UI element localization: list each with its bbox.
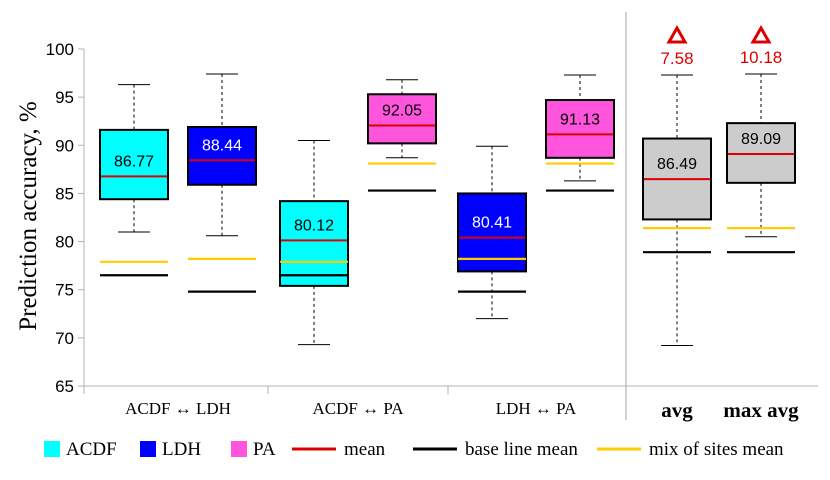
box-acdf-2: 80.12 — [279, 139, 349, 346]
x-label-3: avg — [661, 398, 693, 422]
legend-swatch — [231, 441, 247, 457]
y-tick-label-90: 90 — [55, 136, 74, 155]
iqr-box — [545, 99, 615, 159]
legend-label: ACDF — [66, 439, 117, 460]
legend-label: LDH — [162, 439, 201, 460]
y-tick-label-80: 80 — [55, 233, 74, 252]
legend-item-base-line-mean: base line mean — [413, 439, 578, 460]
iqr-box — [726, 122, 796, 184]
box-pa-3: 92.05 — [367, 79, 437, 192]
y-axis: 65 70 75 80 85 90 95 100 — [46, 40, 84, 396]
iqr-box — [99, 128, 169, 201]
iqr-box — [187, 125, 257, 186]
x-label-4: max avg — [723, 398, 799, 422]
legend-label: mean — [344, 439, 386, 460]
box-max-avg-7: 89.09 10.18 — [726, 24, 796, 254]
legend-label: mix of sites mean — [649, 439, 784, 460]
y-tick-label-100: 100 — [46, 40, 74, 59]
mean-value-label: 92.05 — [382, 103, 422, 120]
x-axis-labels: ACDF ↔ LDH ACDF ↔ PA LDH ↔ PA avg max avg — [125, 398, 799, 422]
mean-value-label: 86.49 — [657, 156, 697, 173]
delta-triangle-icon — [666, 24, 688, 44]
y-tick-label-75: 75 — [55, 281, 74, 300]
mean-value-label: 88.44 — [202, 137, 242, 154]
gain-value-label: 10.18 — [740, 48, 783, 67]
box-pa-5: 91.13 — [545, 74, 615, 192]
y-axis-label: Prediction accuracy, % — [15, 101, 42, 331]
legend-item-acdf: ACDF — [44, 439, 117, 460]
box-ldh-1: 88.44 — [187, 73, 257, 293]
box-ldh-4: 80.41 — [457, 145, 527, 320]
mean-value-label: 91.13 — [560, 111, 600, 128]
legend-swatch — [140, 441, 156, 457]
legend-item-pa: PA — [231, 439, 276, 460]
y-tick-label-70: 70 — [55, 329, 74, 348]
iqr-box — [279, 200, 349, 287]
y-tick-label-65: 65 — [55, 377, 74, 396]
y-tick-label-95: 95 — [55, 88, 74, 107]
x-label-1: ACDF ↔ PA — [312, 399, 404, 418]
mean-value-label: 80.41 — [472, 215, 512, 232]
boxes: 86.7788.4480.1292.0580.4191.1386.497.588… — [99, 24, 796, 347]
legend-item-mean: mean — [292, 439, 386, 460]
mean-value-label: 80.12 — [294, 217, 334, 234]
box-acdf-0: 86.77 — [99, 84, 169, 277]
legend-item-ldh: LDH — [140, 439, 201, 460]
legend-swatch — [44, 441, 60, 457]
delta-triangle-icon — [750, 24, 772, 44]
x-label-2: LDH ↔ PA — [496, 399, 577, 418]
mean-value-label: 89.09 — [741, 131, 781, 148]
legend-label: base line mean — [465, 439, 578, 460]
mean-value-label: 86.77 — [114, 153, 154, 170]
legend: ACDF LDH PA mean base line mean mix of sites … — [44, 439, 784, 460]
gain-value-label: 7.58 — [660, 49, 693, 68]
legend-label: PA — [253, 439, 276, 460]
iqr-box — [367, 93, 437, 145]
legend-item-mix-of-sites-mean: mix of sites mean — [597, 439, 784, 460]
y-tick-label-85: 85 — [55, 184, 74, 203]
x-label-0: ACDF ↔ LDH — [125, 399, 231, 418]
plot-frame — [83, 12, 818, 420]
box-avg-6: 86.49 7.58 — [642, 24, 712, 347]
